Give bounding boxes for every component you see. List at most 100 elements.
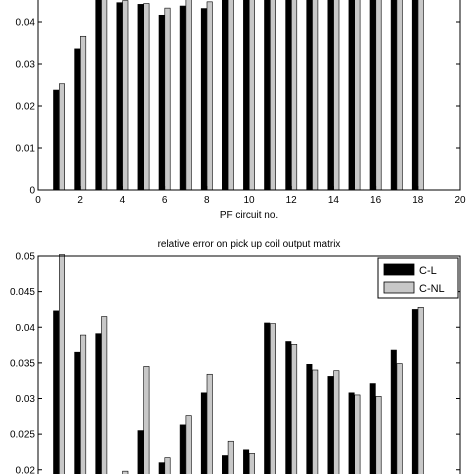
bar-top-s1-c8 [206,1,213,191]
bar-bottom-s1-c5 [143,366,150,474]
bar-bottom-s0-c3 [95,333,102,474]
bottom-chart: relative error on pick up coil output ma… [10,239,461,474]
top-bars [53,0,424,191]
bar-top-s1-c10 [248,0,255,191]
legend-swatch-c-l [383,263,415,276]
bar-top-s0-c12 [285,0,292,191]
bar-bottom-s1-c10 [248,453,255,474]
x-tick-label: 0 [35,195,41,206]
bar-top-s0-c1 [53,89,60,191]
x-tick-label: 20 [454,195,466,206]
bar-bottom-s1-c1 [58,254,65,474]
bar-top-s0-c11 [264,0,271,191]
bar-bottom-s1-c14 [333,370,340,474]
x-tick-label: 2 [77,195,83,206]
bar-bottom-s0-c12 [285,341,292,474]
x-tick-label: 16 [370,195,382,206]
bar-top-s0-c13 [306,0,313,191]
legend-swatch-c-nl [383,281,415,294]
bar-bottom-s0-c5 [137,430,144,474]
y-tick-label: 0 [29,186,35,197]
bar-top-s1-c5 [143,3,150,191]
bar-top-s1-c7 [185,0,192,191]
y-tick-label: 0.02 [16,465,36,474]
bar-top-s0-c4 [116,2,123,191]
bar-top-s1-c9 [227,0,234,191]
bottom-ticks: 0.02 0.025 0.03 0.035 0.04 0.045 0.05 [10,252,460,474]
bar-top-s0-c6 [158,14,165,191]
bar-top-s0-c7 [179,5,186,191]
bar-top-s0-c9 [222,0,229,191]
x-tick-label: 4 [120,195,126,206]
bar-top-s0-c8 [200,8,207,191]
bar-top-s0-c3 [95,0,102,191]
bar-bottom-s1-c4 [122,470,129,474]
x-tick-label: 18 [412,195,424,206]
bar-top-s1-c1 [58,83,65,191]
bar-top-s0-c14 [327,0,334,191]
bar-bottom-s0-c17 [390,349,397,474]
x-tick-label: 14 [328,195,340,206]
bottom-plot-frame [37,255,461,474]
bar-top-s0-c16 [369,0,376,191]
y-tick-label: 0.01 [16,144,36,155]
bar-top-s1-c4 [122,0,129,191]
bar-top-s1-c12 [291,0,298,191]
x-tick-label: 10 [243,195,255,206]
bar-bottom-s0-c1 [53,310,60,474]
legend-label-c-l: C-L [419,265,437,277]
bar-top-s1-c14 [333,0,340,191]
bar-bottom-s1-c2 [80,334,87,474]
bar-bottom-s1-c12 [291,344,298,474]
bar-bottom-s0-c2 [74,351,81,474]
x-tick-label: 6 [162,195,168,206]
bar-bottom-s1-c7 [185,415,192,474]
y-tick-label: 0.04 [16,18,36,29]
bar-bottom-s1-c9 [227,440,234,474]
bar-bottom-s1-c13 [312,369,319,474]
bar-bottom-s1-c18 [417,306,424,474]
bar-top-s1-c11 [269,0,276,191]
bar-top-s1-c17 [396,0,403,191]
bar-bottom-s0-c9 [222,455,229,474]
top-x-axis-label: PF circuit no. [220,210,278,221]
bar-top-s0-c5 [137,4,144,191]
bar-top-s0-c10 [243,0,250,191]
bar-top-s0-c15 [348,0,355,191]
y-tick-label: 0.03 [16,60,36,71]
bar-bottom-s1-c15 [354,394,361,474]
bar-top-s0-c18 [411,0,418,191]
top-ticks: 0 0.01 0.02 0.03 0.04 0 2 4 6 8 10 12 14 16 18 20 [16,18,466,207]
y-tick-label: 0.045 [10,287,35,298]
bottom-chart-title: relative error on pick up coil output ma… [158,239,341,250]
y-tick-label: 0.05 [16,252,36,263]
bar-top-s1-c18 [417,0,424,191]
legend: C-L C-NL [377,257,459,299]
bar-bottom-s1-c17 [396,363,403,474]
bar-top-s1-c2 [80,35,87,191]
bar-bottom-s0-c6 [158,462,165,474]
legend-label-c-nl: C-NL [419,283,445,295]
x-tick-label: 8 [204,195,210,206]
bar-bottom-s0-c13 [306,363,313,474]
bar-top-s1-c15 [354,0,361,191]
bottom-bars [53,254,424,474]
bar-top-s0-c2 [74,48,81,191]
bar-bottom-s1-c6 [164,457,171,474]
bar-bottom-s0-c8 [200,392,207,474]
bar-bottom-s0-c14 [327,376,334,474]
bar-top-s1-c3 [101,0,108,191]
y-tick-label: 0.03 [16,394,36,405]
bar-bottom-s0-c16 [369,383,376,474]
y-tick-label: 0.04 [16,323,36,334]
x-tick-label: 12 [286,195,298,206]
bar-bottom-s0-c11 [264,322,271,474]
y-tick-label: 0.025 [10,430,35,441]
top-chart: 0 0.01 0.02 0.03 0.04 0 2 4 6 8 10 12 14 16 18 20 PF ci… [16,0,466,221]
bar-bottom-s0-c10 [243,449,250,474]
bar-bottom-s0-c15 [348,392,355,474]
bar-bottom-s0-c18 [411,309,418,474]
bar-bottom-s1-c11 [269,323,276,474]
bar-top-s0-c17 [390,0,397,191]
